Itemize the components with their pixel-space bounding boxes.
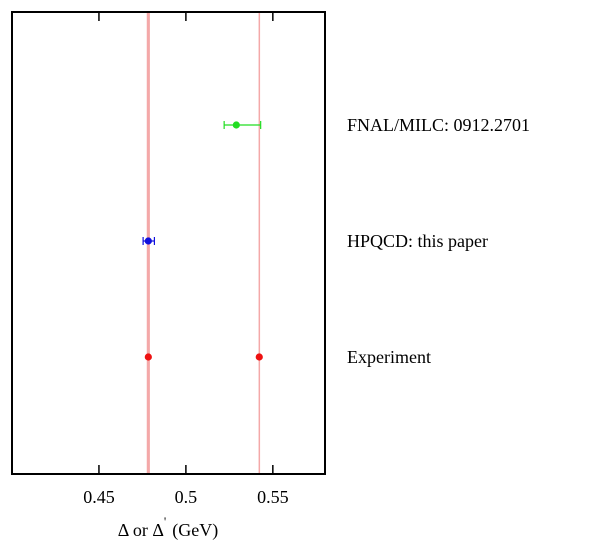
row-labels: FNAL/MILC: 0912.2701 HPQCD: this paper Exp… bbox=[347, 115, 530, 367]
x-axis-label-unit: (GeV) bbox=[172, 520, 218, 541]
data-point bbox=[144, 353, 152, 361]
data-point bbox=[144, 237, 152, 245]
x-axis-label-prime: ' bbox=[164, 514, 166, 529]
plot-frame bbox=[11, 11, 326, 475]
x-tick-label: 0.45 bbox=[83, 487, 115, 507]
row-label: Experiment bbox=[347, 347, 431, 367]
x-tick-label: 0.55 bbox=[257, 487, 289, 507]
data-point bbox=[232, 121, 240, 129]
row-label: FNAL/MILC: 0912.2701 bbox=[347, 115, 530, 135]
row-label: HPQCD: this paper bbox=[347, 231, 488, 251]
x-axis-label: Δ or Δ' (GeV) bbox=[118, 514, 218, 541]
x-tick-label: 0.5 bbox=[175, 487, 198, 507]
data-point bbox=[255, 353, 263, 361]
reference-band-2 bbox=[258, 12, 261, 474]
x-ticks: 0.45 0.5 0.55 bbox=[83, 12, 289, 507]
x-axis-label-main: Δ or Δ bbox=[118, 520, 164, 540]
data-points bbox=[142, 121, 263, 361]
reference-bands bbox=[146, 12, 261, 474]
